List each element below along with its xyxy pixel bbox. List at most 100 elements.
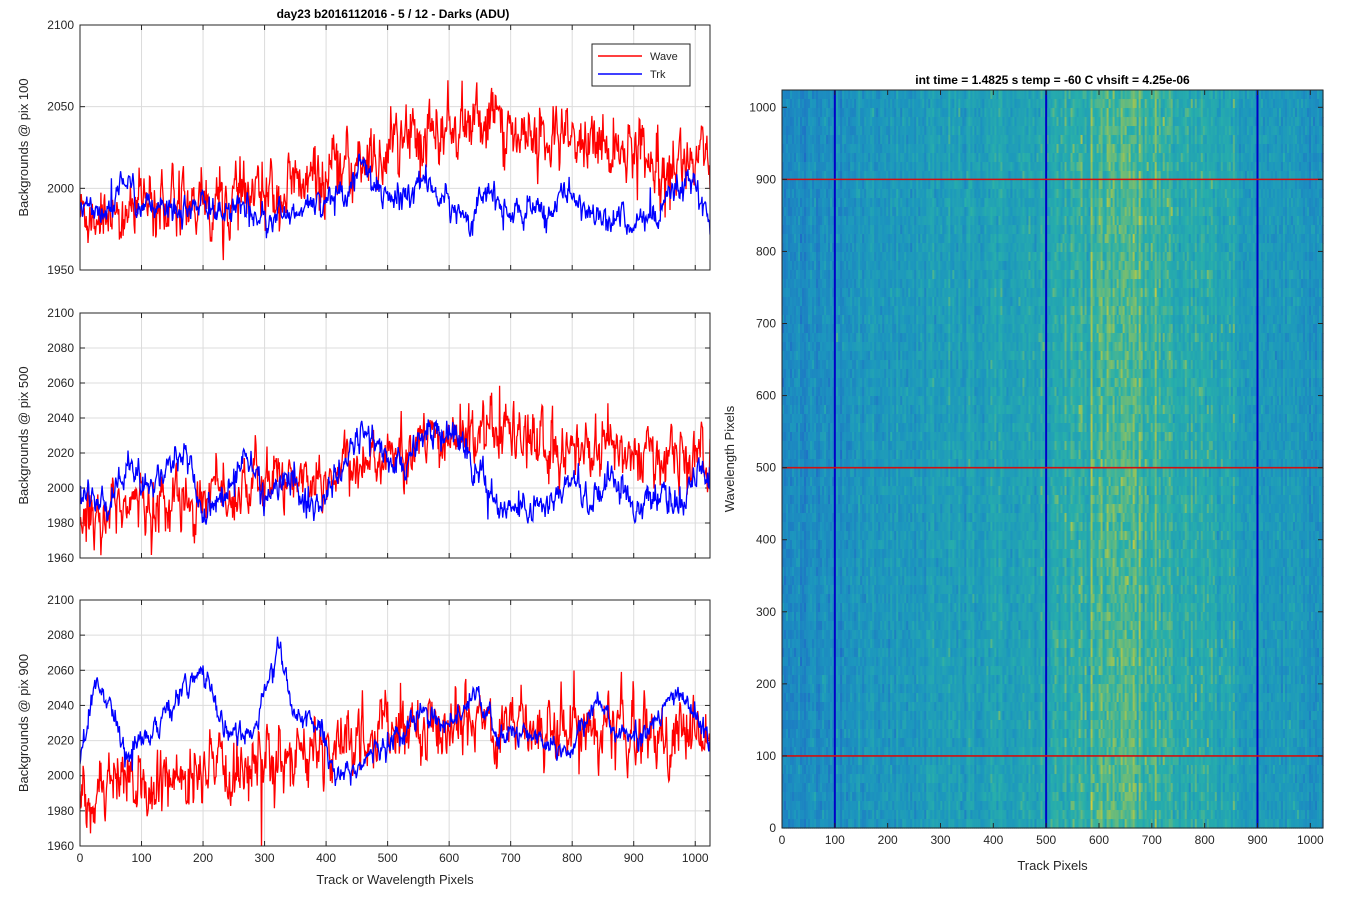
heatmap-cell — [888, 540, 891, 550]
heatmap-cell — [852, 783, 855, 793]
heatmap-cell — [802, 495, 805, 505]
heatmap-cell — [856, 405, 859, 415]
heatmap-cell — [888, 297, 891, 307]
heatmap-cell — [850, 630, 853, 640]
heatmap-cell — [782, 189, 785, 199]
heatmap-cell — [852, 549, 855, 559]
heatmap-cell — [790, 126, 793, 136]
heatmap-cell — [836, 720, 839, 730]
heatmap-cell — [884, 666, 887, 676]
heatmap-cell — [888, 459, 891, 469]
heatmap-cell — [880, 342, 883, 352]
heatmap-cell — [786, 270, 789, 280]
heatmap-cell — [812, 522, 815, 532]
heatmap-cell — [812, 189, 815, 199]
heatmap-cell — [812, 117, 815, 127]
heatmap-cell — [876, 414, 879, 424]
heatmap-cell — [788, 450, 791, 460]
heatmap-cell — [796, 423, 799, 433]
heatmap-cell — [854, 711, 857, 721]
heatmap-cell — [874, 450, 877, 460]
heatmap-cell — [840, 657, 843, 667]
heatmap-cell — [856, 639, 859, 649]
heatmap-cell — [860, 261, 863, 271]
heatmap-cell — [786, 531, 789, 541]
heatmap-cell — [856, 477, 859, 487]
heatmap-cell — [828, 693, 831, 703]
heatmap-cell — [870, 576, 873, 586]
heatmap-cell — [828, 801, 831, 811]
heatmap-cell — [792, 774, 795, 784]
heatmap-cell — [868, 648, 871, 658]
heatmap-cell — [832, 774, 835, 784]
heatmap-cell — [798, 288, 801, 298]
heatmap-cell — [798, 567, 801, 577]
heatmap-cell — [802, 747, 805, 757]
heatmap-cell — [870, 270, 873, 280]
heatmap-cell — [872, 225, 875, 235]
heatmap-cell — [814, 306, 817, 316]
heatmap-cell — [886, 171, 889, 181]
heatmap-cell — [812, 333, 815, 343]
heatmap-cell — [846, 117, 849, 127]
heatmap-cell — [866, 522, 869, 532]
heatmap-cell — [810, 162, 813, 172]
heatmap-cell — [872, 756, 875, 766]
heatmap-cell — [790, 423, 793, 433]
heatmap-cell — [896, 153, 899, 163]
heatmap-cell — [814, 702, 817, 712]
heatmap-cell — [840, 792, 843, 802]
heatmap-cell — [882, 315, 885, 325]
heatmap-cell — [872, 639, 875, 649]
heatmap-cell — [824, 108, 827, 118]
heatmap-cell — [794, 270, 797, 280]
heatmap-cell — [860, 207, 863, 217]
heatmap-cell — [844, 765, 847, 775]
heatmap-cell — [792, 522, 795, 532]
heatmap-cell — [824, 198, 827, 208]
heatmap-cell — [886, 441, 889, 451]
heatmap-cell — [796, 126, 799, 136]
heatmap-cell — [826, 549, 829, 559]
heatmap-cell — [812, 504, 815, 514]
y-tick-label: 2020 — [47, 734, 74, 748]
heatmap-cell — [802, 477, 805, 487]
heatmap-cell — [830, 738, 833, 748]
heatmap-cell — [850, 378, 853, 388]
heatmap-cell — [814, 333, 817, 343]
heatmap-cell — [798, 504, 801, 514]
heatmap-cell — [808, 774, 811, 784]
heatmap-cell — [862, 333, 865, 343]
heatmap-cell — [894, 306, 897, 316]
heatmap-cell — [870, 306, 873, 316]
heatmap-cell — [866, 594, 869, 604]
heatmap-cell — [822, 180, 825, 190]
heatmap-cell — [806, 414, 809, 424]
heatmap-cell — [860, 234, 863, 244]
heatmap-cell — [838, 441, 841, 451]
heatmap-cell — [896, 243, 899, 253]
heatmap-cell — [796, 792, 799, 802]
heatmap-cell — [862, 270, 865, 280]
heatmap-cell — [796, 387, 799, 397]
heatmap-cell — [810, 657, 813, 667]
heatmap-cell — [786, 621, 789, 631]
heatmap-cell — [818, 603, 821, 613]
heatmap-cell — [800, 468, 803, 478]
heatmap-cell — [840, 567, 843, 577]
heatmap-cell — [816, 666, 819, 676]
heatmap-cell — [830, 288, 833, 298]
heatmap-cell — [896, 378, 899, 388]
heatmap-cell — [800, 360, 803, 370]
heatmap-cell — [860, 585, 863, 595]
heatmap-cell — [800, 774, 803, 784]
heatmap-cell — [866, 396, 869, 406]
heatmap-cell — [874, 639, 877, 649]
heatmap-cell — [790, 486, 793, 496]
heatmap-cell — [782, 567, 785, 577]
heatmap-cell — [792, 576, 795, 586]
heatmap-cell — [860, 342, 863, 352]
heatmap-cell — [856, 711, 859, 721]
heatmap-cell — [792, 171, 795, 181]
heatmap-cell — [866, 207, 869, 217]
